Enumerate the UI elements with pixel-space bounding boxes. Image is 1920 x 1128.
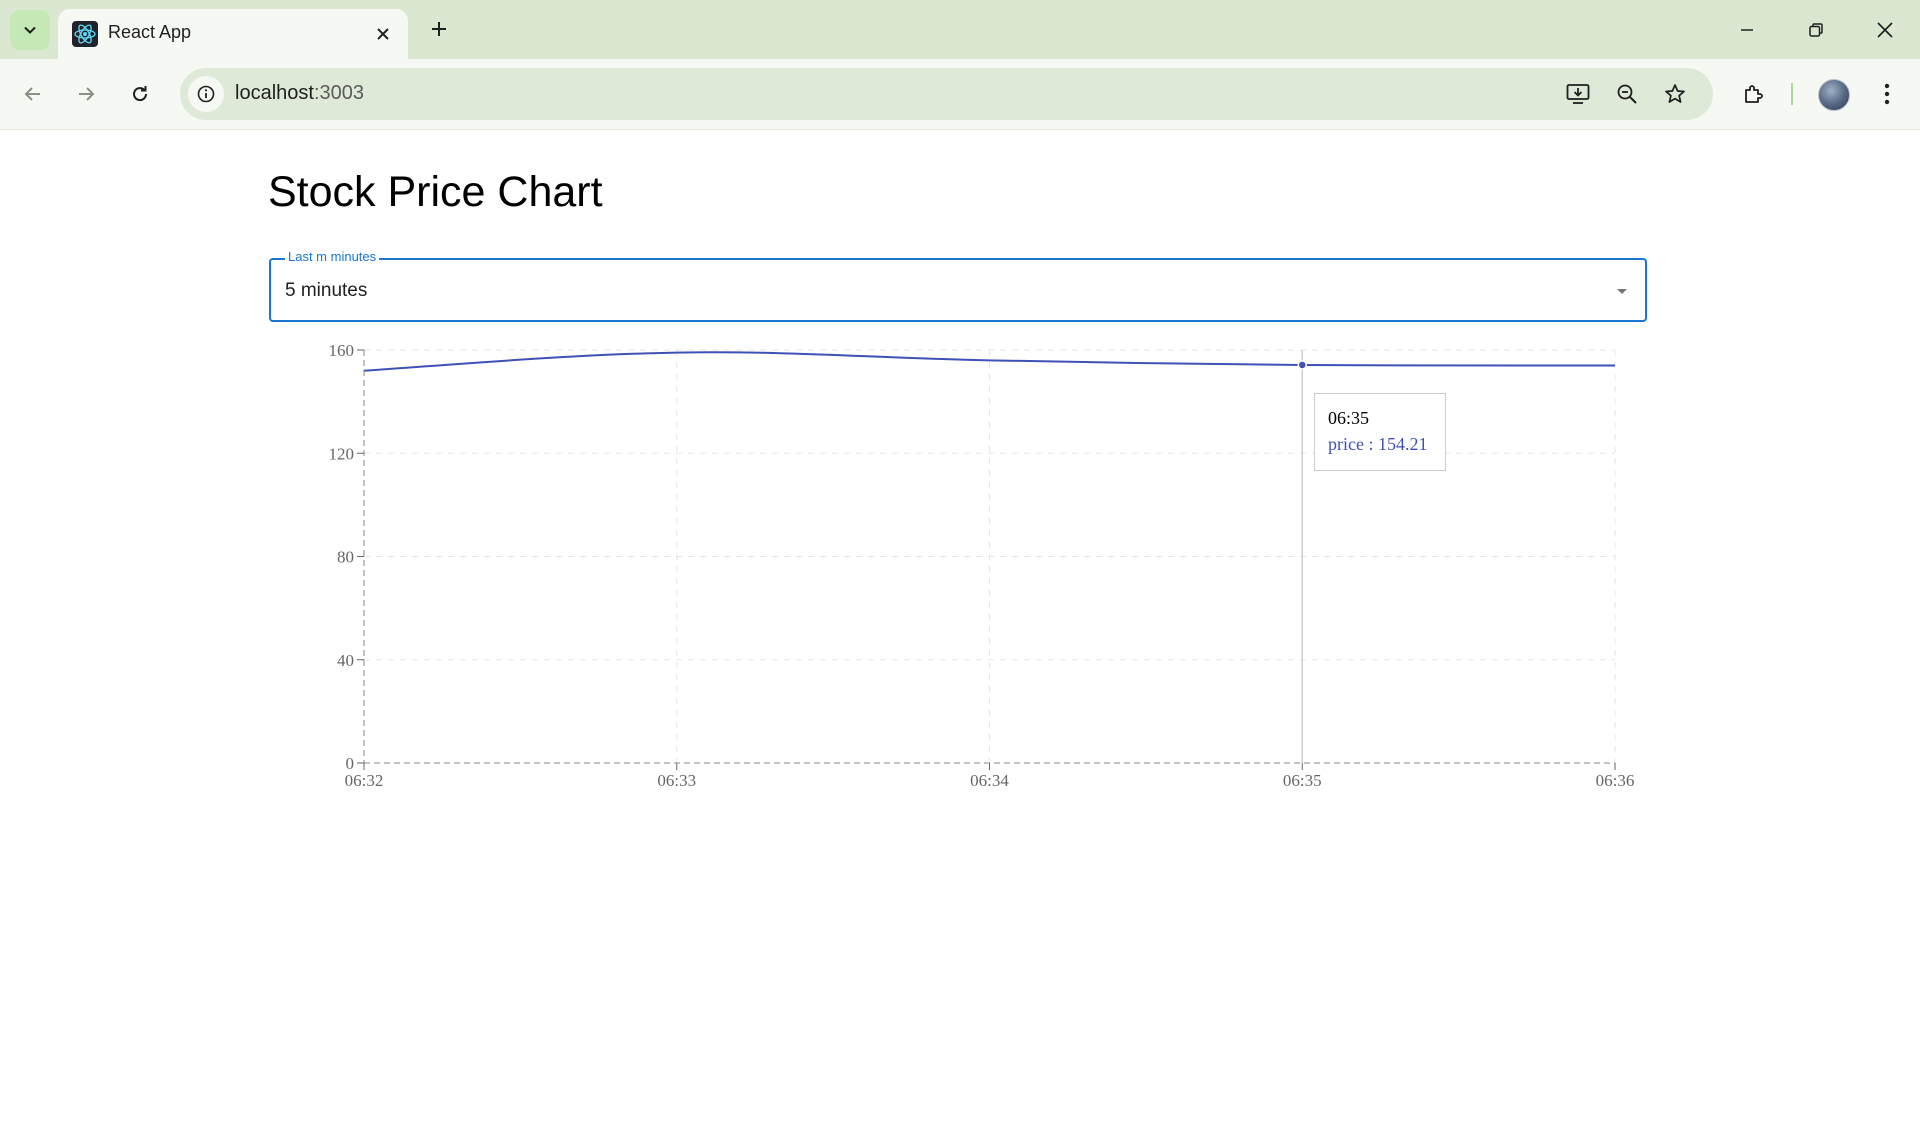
- bookmark-button[interactable]: [1657, 76, 1693, 112]
- install-app-icon: [1566, 84, 1590, 104]
- chart-tooltip: 06:35 price : 154.21: [1314, 393, 1446, 471]
- select-label: Last m minutes: [285, 250, 380, 264]
- window-close-button[interactable]: [1862, 10, 1908, 50]
- forward-button[interactable]: [67, 75, 105, 113]
- y-tick-label: 40: [337, 651, 354, 670]
- toolbar-divider: [1791, 83, 1793, 105]
- url-text[interactable]: localhost:3003: [235, 82, 364, 105]
- minutes-select[interactable]: Last m minutes 5 minutes: [269, 250, 1647, 322]
- back-button[interactable]: [14, 75, 52, 113]
- address-bar[interactable]: localhost:3003: [180, 68, 1713, 120]
- extensions-button[interactable]: [1735, 75, 1773, 113]
- browser-tab-active[interactable]: React App: [58, 9, 408, 59]
- minimize-icon: [1741, 29, 1753, 31]
- browser-toolbar: localhost:3003: [0, 59, 1920, 130]
- series-line-price: [363, 351, 1616, 372]
- arrow-left-icon: [24, 87, 40, 101]
- menu-button[interactable]: [1868, 75, 1906, 113]
- select-value: 5 minutes: [285, 280, 368, 301]
- reload-icon: [133, 86, 148, 102]
- profile-avatar[interactable]: [1818, 79, 1850, 111]
- active-data-point: [1297, 360, 1307, 370]
- x-tick-label: 06:35: [1283, 771, 1322, 790]
- tooltip-item: price : 154.21: [1328, 434, 1428, 454]
- close-icon: [1877, 22, 1893, 38]
- star-icon: [1665, 84, 1685, 103]
- y-tick-label: 120: [329, 444, 355, 463]
- minimize-button[interactable]: [1724, 10, 1770, 50]
- tab-title: React App: [108, 22, 192, 42]
- new-tab-button[interactable]: [424, 14, 454, 44]
- x-tick-label: 06:34: [970, 771, 1009, 790]
- url-port: :3003: [313, 82, 364, 104]
- react-logo-icon: [72, 21, 98, 47]
- zoom-button[interactable]: [1609, 76, 1645, 112]
- puzzle-icon: [1745, 85, 1763, 103]
- install-app-button[interactable]: [1560, 76, 1596, 112]
- x-tick-label: 06:36: [1596, 771, 1635, 790]
- info-icon: [197, 85, 215, 103]
- arrow-right-icon: [79, 87, 95, 101]
- y-tick-label: 0: [346, 754, 355, 773]
- chevron-down-icon: [24, 26, 36, 34]
- close-icon: [377, 28, 389, 40]
- y-tick-label: 160: [329, 341, 355, 360]
- tab-close-button[interactable]: [370, 21, 396, 47]
- url-host: localhost: [235, 82, 314, 104]
- restore-button[interactable]: [1793, 10, 1839, 50]
- x-tick-label: 06:33: [657, 771, 696, 790]
- dropdown-arrow-icon: [1617, 289, 1627, 294]
- kebab-menu-icon: [1884, 83, 1890, 105]
- restore-icon: [1809, 23, 1823, 37]
- plus-icon: [432, 22, 446, 36]
- zoom-out-icon: [1617, 84, 1637, 104]
- site-info-button[interactable]: [188, 76, 224, 112]
- page-title: Stock Price Chart: [268, 168, 603, 216]
- tab-strip: React App: [0, 0, 1920, 59]
- tab-search-button[interactable]: [10, 10, 50, 50]
- tooltip-label: 06:35: [1328, 408, 1370, 428]
- y-tick-label: 80: [337, 548, 354, 567]
- reload-button[interactable]: [121, 75, 159, 113]
- x-tick-label: 06:32: [345, 771, 384, 790]
